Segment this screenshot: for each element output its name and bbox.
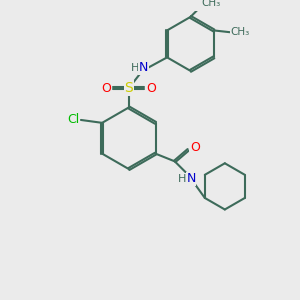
Text: H: H	[178, 174, 187, 184]
Text: O: O	[146, 82, 156, 95]
Text: CH₃: CH₃	[230, 27, 249, 37]
Text: N: N	[139, 61, 148, 74]
Text: Cl: Cl	[67, 113, 80, 127]
Text: CH₃: CH₃	[201, 0, 220, 8]
Text: S: S	[124, 81, 133, 95]
Text: O: O	[190, 141, 200, 154]
Text: H: H	[130, 63, 139, 73]
Text: O: O	[102, 82, 112, 95]
Text: N: N	[186, 172, 196, 185]
